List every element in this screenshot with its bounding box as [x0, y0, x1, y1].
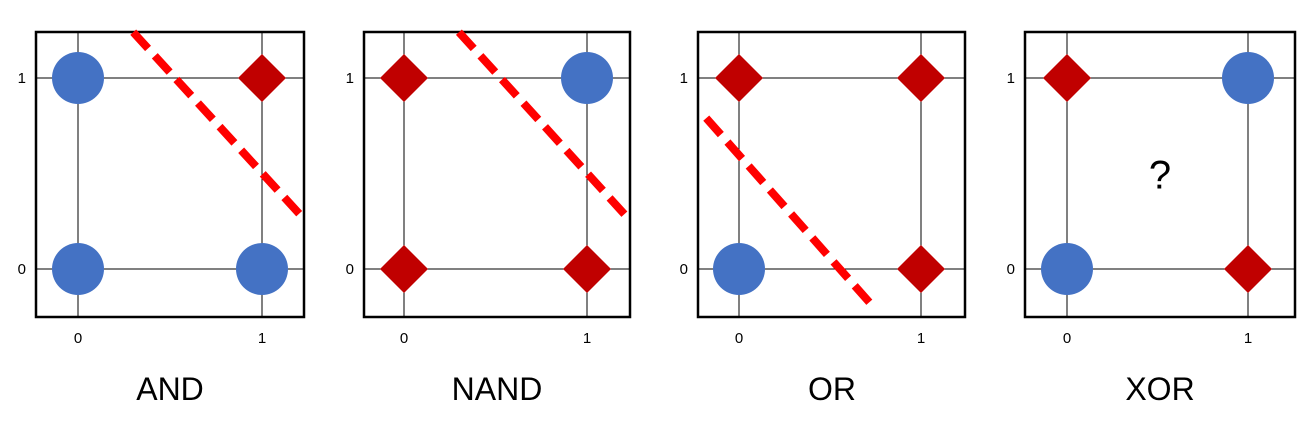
- panel-xor: 0 1 0 1? XOR: [1007, 30, 1297, 407]
- plot-frame: [362, 30, 632, 319]
- diamond-point: [563, 245, 611, 293]
- x-tick-label: 1: [917, 330, 925, 347]
- panel-title: OR: [808, 371, 856, 407]
- diamond-point: [238, 54, 286, 102]
- diamond-point: [380, 245, 428, 293]
- x-tick-label: 0: [735, 330, 743, 347]
- x-tick-label: 1: [583, 330, 591, 347]
- decision-boundary-line: [130, 29, 308, 223]
- x-tick-label: 0: [74, 330, 82, 347]
- diamond-point: [897, 54, 945, 102]
- circle-point: [236, 243, 288, 295]
- y-tick-label: 0: [680, 261, 688, 278]
- y-tick-label: 0: [346, 261, 354, 278]
- diamond-point: [380, 54, 428, 102]
- plot-frame: [696, 30, 967, 319]
- panel-or: 0 1 0 1 OR: [680, 30, 967, 407]
- diamond-point: [1043, 54, 1091, 102]
- plot-frame: [34, 30, 306, 319]
- y-tick-label: 1: [18, 70, 26, 87]
- circle-point: [561, 52, 613, 104]
- unknown-question-mark: ?: [1149, 154, 1171, 198]
- y-tick-label: 0: [18, 261, 26, 278]
- panel-title: NAND: [452, 371, 543, 407]
- x-tick-label: 1: [258, 330, 266, 347]
- circle-point: [52, 52, 104, 104]
- circle-point: [1041, 243, 1093, 295]
- x-tick-label: 0: [1063, 330, 1071, 347]
- circle-point: [1222, 52, 1274, 104]
- y-tick-label: 0: [1007, 261, 1015, 278]
- circle-point: [52, 243, 104, 295]
- panel-title: XOR: [1125, 371, 1194, 407]
- panel-and: 0 1 0 1 AND: [18, 29, 308, 407]
- diamond-point: [897, 245, 945, 293]
- plot-frame: [1023, 30, 1297, 319]
- diamond-point: [1224, 245, 1272, 293]
- diamond-point: [715, 54, 763, 102]
- decision-boundary-line: [703, 115, 877, 310]
- panel-nand: 0 1 0 1 NAND: [346, 29, 633, 407]
- y-tick-label: 1: [680, 70, 688, 87]
- y-tick-label: 1: [346, 70, 354, 87]
- x-tick-label: 1: [1244, 330, 1252, 347]
- x-tick-label: 0: [400, 330, 408, 347]
- y-tick-label: 1: [1007, 70, 1015, 87]
- decision-boundary-line: [455, 29, 633, 223]
- circle-point: [713, 243, 765, 295]
- panel-title: AND: [136, 371, 204, 407]
